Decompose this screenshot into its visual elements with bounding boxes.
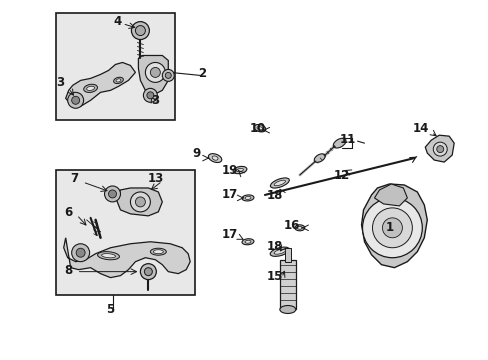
Circle shape [144,268,152,276]
Circle shape [162,69,174,81]
Bar [56,170,195,294]
Text: 4: 4 [113,15,122,28]
Text: 17: 17 [222,188,238,202]
Ellipse shape [270,247,289,256]
Polygon shape [65,62,135,106]
Polygon shape [138,55,168,95]
Ellipse shape [273,249,285,254]
Text: 19: 19 [222,163,238,176]
Ellipse shape [236,168,243,172]
Ellipse shape [83,84,97,93]
Circle shape [436,146,443,153]
Text: 12: 12 [333,168,349,181]
Ellipse shape [297,226,302,229]
Circle shape [76,248,85,257]
Circle shape [145,62,165,82]
Text: 3: 3 [57,76,64,89]
Text: 16: 16 [283,219,300,232]
Ellipse shape [242,239,253,245]
Text: 18: 18 [266,240,283,253]
Circle shape [143,88,157,102]
Circle shape [131,22,149,40]
Circle shape [72,96,80,104]
Text: 17: 17 [222,228,238,241]
Ellipse shape [333,138,346,148]
Ellipse shape [244,240,250,243]
Circle shape [165,72,171,78]
Bar [56,13,175,120]
Circle shape [104,186,120,202]
Text: 8: 8 [64,264,73,277]
Ellipse shape [150,248,166,255]
Polygon shape [374,184,407,206]
Circle shape [108,190,116,198]
Circle shape [135,197,145,207]
Ellipse shape [212,156,218,160]
Ellipse shape [233,166,246,174]
Polygon shape [63,238,190,278]
Bar [279,260,295,310]
Text: 15: 15 [266,270,283,283]
Circle shape [146,92,154,99]
Circle shape [67,92,83,108]
Ellipse shape [98,252,119,260]
Ellipse shape [274,180,285,186]
Ellipse shape [113,77,123,84]
Text: 1: 1 [385,221,393,234]
Circle shape [432,142,447,156]
Ellipse shape [254,125,265,132]
Circle shape [372,208,411,248]
Circle shape [130,192,150,212]
Polygon shape [425,135,453,162]
Text: 9: 9 [192,147,200,159]
Text: 5: 5 [106,303,114,316]
Text: 14: 14 [412,122,428,135]
Text: 6: 6 [64,206,73,219]
Text: 18: 18 [266,189,283,202]
Text: 11: 11 [339,132,355,146]
Circle shape [150,67,160,77]
Ellipse shape [116,79,121,82]
Circle shape [135,26,145,36]
Circle shape [382,218,402,238]
Text: 3: 3 [151,94,159,107]
Text: 13: 13 [147,171,163,185]
Ellipse shape [242,195,253,201]
Text: 2: 2 [198,67,206,80]
Ellipse shape [208,154,222,162]
Ellipse shape [294,225,304,231]
Circle shape [72,244,89,262]
Polygon shape [361,184,427,268]
Bar [285,248,290,262]
Ellipse shape [153,250,163,254]
Ellipse shape [257,127,263,130]
Circle shape [362,198,422,258]
Text: 10: 10 [249,122,265,135]
Ellipse shape [314,154,325,162]
Text: 7: 7 [70,171,79,185]
Ellipse shape [244,197,250,199]
Circle shape [140,264,156,280]
Ellipse shape [102,254,115,258]
Polygon shape [116,188,162,216]
Ellipse shape [270,178,289,188]
Ellipse shape [86,86,94,90]
Ellipse shape [279,306,295,314]
